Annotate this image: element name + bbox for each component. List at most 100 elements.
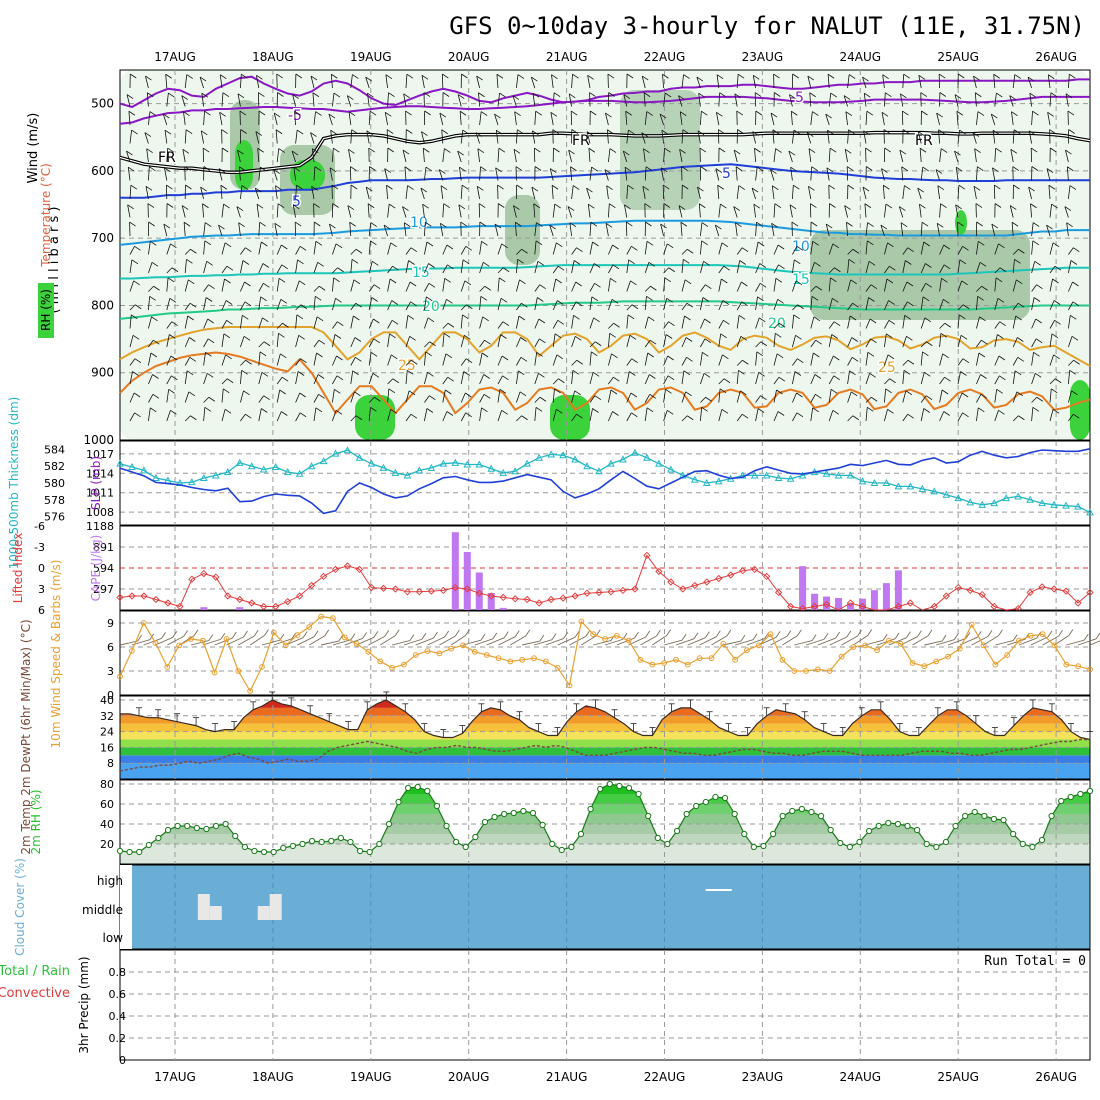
wind-barb: [888, 637, 907, 646]
temp-ytick: 16: [100, 741, 114, 754]
wind-barb: [404, 166, 407, 181]
wind-barb: [1012, 391, 1018, 403]
wind-barb-flag: [333, 92, 341, 98]
wind-barb: [516, 302, 522, 311]
cape-bar: [499, 607, 507, 610]
wind-barb: [459, 111, 462, 126]
rh-shade: [355, 395, 395, 440]
wind-barb-flag: [316, 352, 323, 358]
wind-speed-point: [862, 642, 869, 649]
wind-barb: [256, 75, 260, 89]
wind-barb: [976, 316, 980, 329]
wind-barb-flag: [777, 411, 785, 416]
wind-barb: [608, 299, 613, 311]
wind-barb: [994, 298, 999, 311]
wind-barb-flag: [373, 318, 380, 324]
wind-barb-flag: [204, 240, 212, 246]
wind-barb: [846, 222, 848, 237]
wind-barb-flag: [556, 242, 563, 248]
wind-barb: [608, 411, 613, 422]
date-label-bottom: 23AUG: [742, 1070, 784, 1084]
wind-barb-flag: [1073, 359, 1080, 365]
wind-barb-flag: [315, 240, 323, 246]
wind-barb: [920, 296, 924, 311]
wind-barb: [976, 374, 981, 385]
wind-barb-flag: [165, 73, 172, 79]
wind-barb: [405, 359, 412, 366]
rh-point: [971, 808, 978, 816]
wind-barb: [295, 412, 301, 422]
wind-barb-flag: [1048, 184, 1056, 190]
wind-barb: [755, 395, 761, 403]
wind-barb-flag: [226, 378, 234, 384]
wind-barb-flag: [846, 630, 852, 638]
wind-barb: [626, 259, 630, 274]
wind-barb-flag: [170, 243, 177, 249]
wind-barb-flag: [1071, 390, 1078, 396]
wind-barb: [680, 222, 683, 237]
wind-barb-flag: [607, 73, 615, 79]
thickness-point: [978, 500, 987, 508]
wind-barb-flag: [315, 407, 323, 413]
wind-barb: [644, 352, 649, 366]
wind-barb-flag: [906, 281, 914, 287]
wind-barb: [497, 243, 503, 255]
wind-barb: [736, 260, 741, 274]
wind-barb: [567, 206, 572, 218]
li-point: [284, 597, 292, 606]
wind-speed-point: [578, 618, 585, 625]
wind-barb-flag: [646, 296, 653, 301]
wind-barb-flag: [866, 110, 874, 116]
wind-barb: [457, 150, 462, 163]
wind-barb: [789, 204, 793, 218]
wind-barb: [808, 148, 812, 163]
wind-barb: [285, 637, 304, 646]
wind-barb: [203, 338, 209, 348]
wind-barb: [792, 314, 795, 329]
wind-barb-flag: [826, 223, 833, 229]
wind-barb-flag: [943, 299, 950, 304]
wind-barb-flag: [940, 148, 948, 153]
wind-barb-flag: [962, 412, 969, 418]
wind-barb-flag: [998, 629, 1003, 636]
wind-barb-flag: [888, 300, 895, 305]
wind-barb: [275, 129, 278, 144]
rh-point: [1019, 840, 1026, 848]
wind-barb-flag: [956, 110, 964, 116]
wind-barb-flag: [369, 166, 376, 171]
wind-barb-flag: [1054, 319, 1061, 325]
wind-barb: [920, 222, 923, 237]
wind-barb: [643, 148, 646, 163]
wind-barb: [865, 261, 870, 274]
wind-barb: [350, 415, 357, 422]
thickness-point: [822, 469, 831, 477]
cape-bar: [846, 603, 854, 610]
wind-barb: [586, 187, 591, 200]
wind-barb-flag: [204, 110, 211, 116]
wind-barb: [792, 185, 794, 200]
wind-barb: [754, 148, 756, 163]
wind-barb: [474, 638, 493, 646]
rh-point: [395, 798, 402, 806]
wind-barb: [350, 279, 355, 292]
wind-barb-flag: [256, 203, 264, 209]
cape-bar: [475, 572, 483, 610]
wind-barb: [479, 296, 482, 311]
wind-barb-flag: [575, 301, 583, 307]
wind-barb-flag: [980, 393, 988, 399]
wind-barb: [865, 284, 872, 292]
wind-barb-flag: [834, 267, 841, 273]
wind-barb-flag: [810, 221, 818, 227]
wind-barb-flag: [973, 75, 980, 81]
wind-barb-flag: [481, 352, 489, 358]
wind-barb: [368, 407, 371, 422]
wind-barb: [884, 204, 887, 218]
wind-barb-flag: [978, 240, 985, 246]
wind-barb-flag: [153, 339, 160, 345]
wind-barb-flag: [827, 129, 834, 135]
wind-barb: [128, 111, 131, 126]
wind-barb: [736, 390, 741, 403]
wind-barb: [626, 314, 629, 329]
isotherm-line: [119, 75, 1090, 109]
wind-barb: [329, 224, 333, 237]
